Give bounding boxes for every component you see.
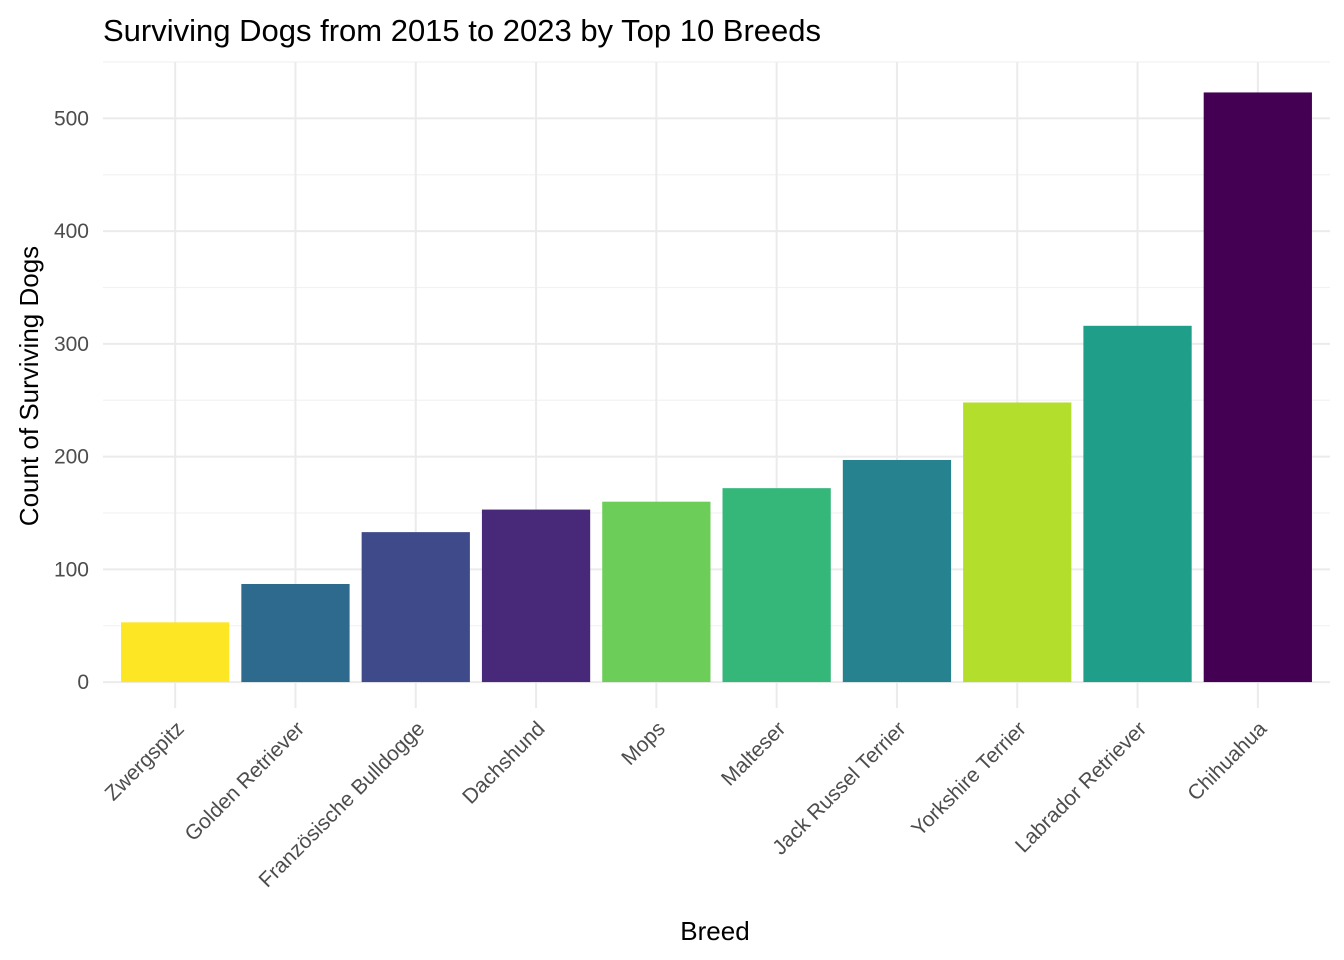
- x-tick-label: Mops: [617, 717, 670, 770]
- y-tick-label: 100: [54, 558, 89, 581]
- bar-malteser: [722, 488, 831, 683]
- bar-golden-retriever: [241, 583, 350, 683]
- chart-title: Surviving Dogs from 2015 to 2023 by Top …: [103, 13, 821, 48]
- bar-jack-russel-terrier: [842, 459, 952, 683]
- x-tick-label: Chihuahua: [1183, 717, 1271, 805]
- bar-yorkshire-terrier: [963, 402, 1072, 683]
- x-axis-title: Breed: [680, 916, 749, 946]
- x-tick-label: Zwergspitz: [101, 717, 189, 805]
- x-tick-label: Jack Russel Terrier: [768, 717, 910, 859]
- y-tick-label: 500: [54, 107, 89, 130]
- x-tick-label: Dachshund: [458, 717, 549, 808]
- x-tick-label: Labrador Retriever: [1011, 717, 1151, 857]
- bar-dachshund: [481, 509, 591, 683]
- bar-franz-sische-bulldogge: [361, 532, 470, 683]
- bar-mops: [602, 501, 711, 683]
- x-tick-label: Malteser: [717, 717, 790, 790]
- y-tick-label: 0: [77, 671, 89, 694]
- bar-labrador-retriever: [1083, 325, 1192, 683]
- x-tick-label: Yorkshire Terrier: [907, 717, 1031, 841]
- bar-layer: [121, 92, 1312, 683]
- y-tick-label: 200: [54, 446, 89, 469]
- bar-chihuahua: [1203, 92, 1312, 683]
- bar-zwergspitz: [121, 622, 230, 683]
- y-axis-ticks: 0 100 200 300 400 500: [54, 107, 89, 694]
- y-axis-title: Count of Surviving Dogs: [14, 246, 44, 526]
- x-tick-label: Golden Retriever: [180, 717, 309, 846]
- y-tick-label: 400: [54, 220, 89, 243]
- y-tick-label: 300: [54, 333, 89, 356]
